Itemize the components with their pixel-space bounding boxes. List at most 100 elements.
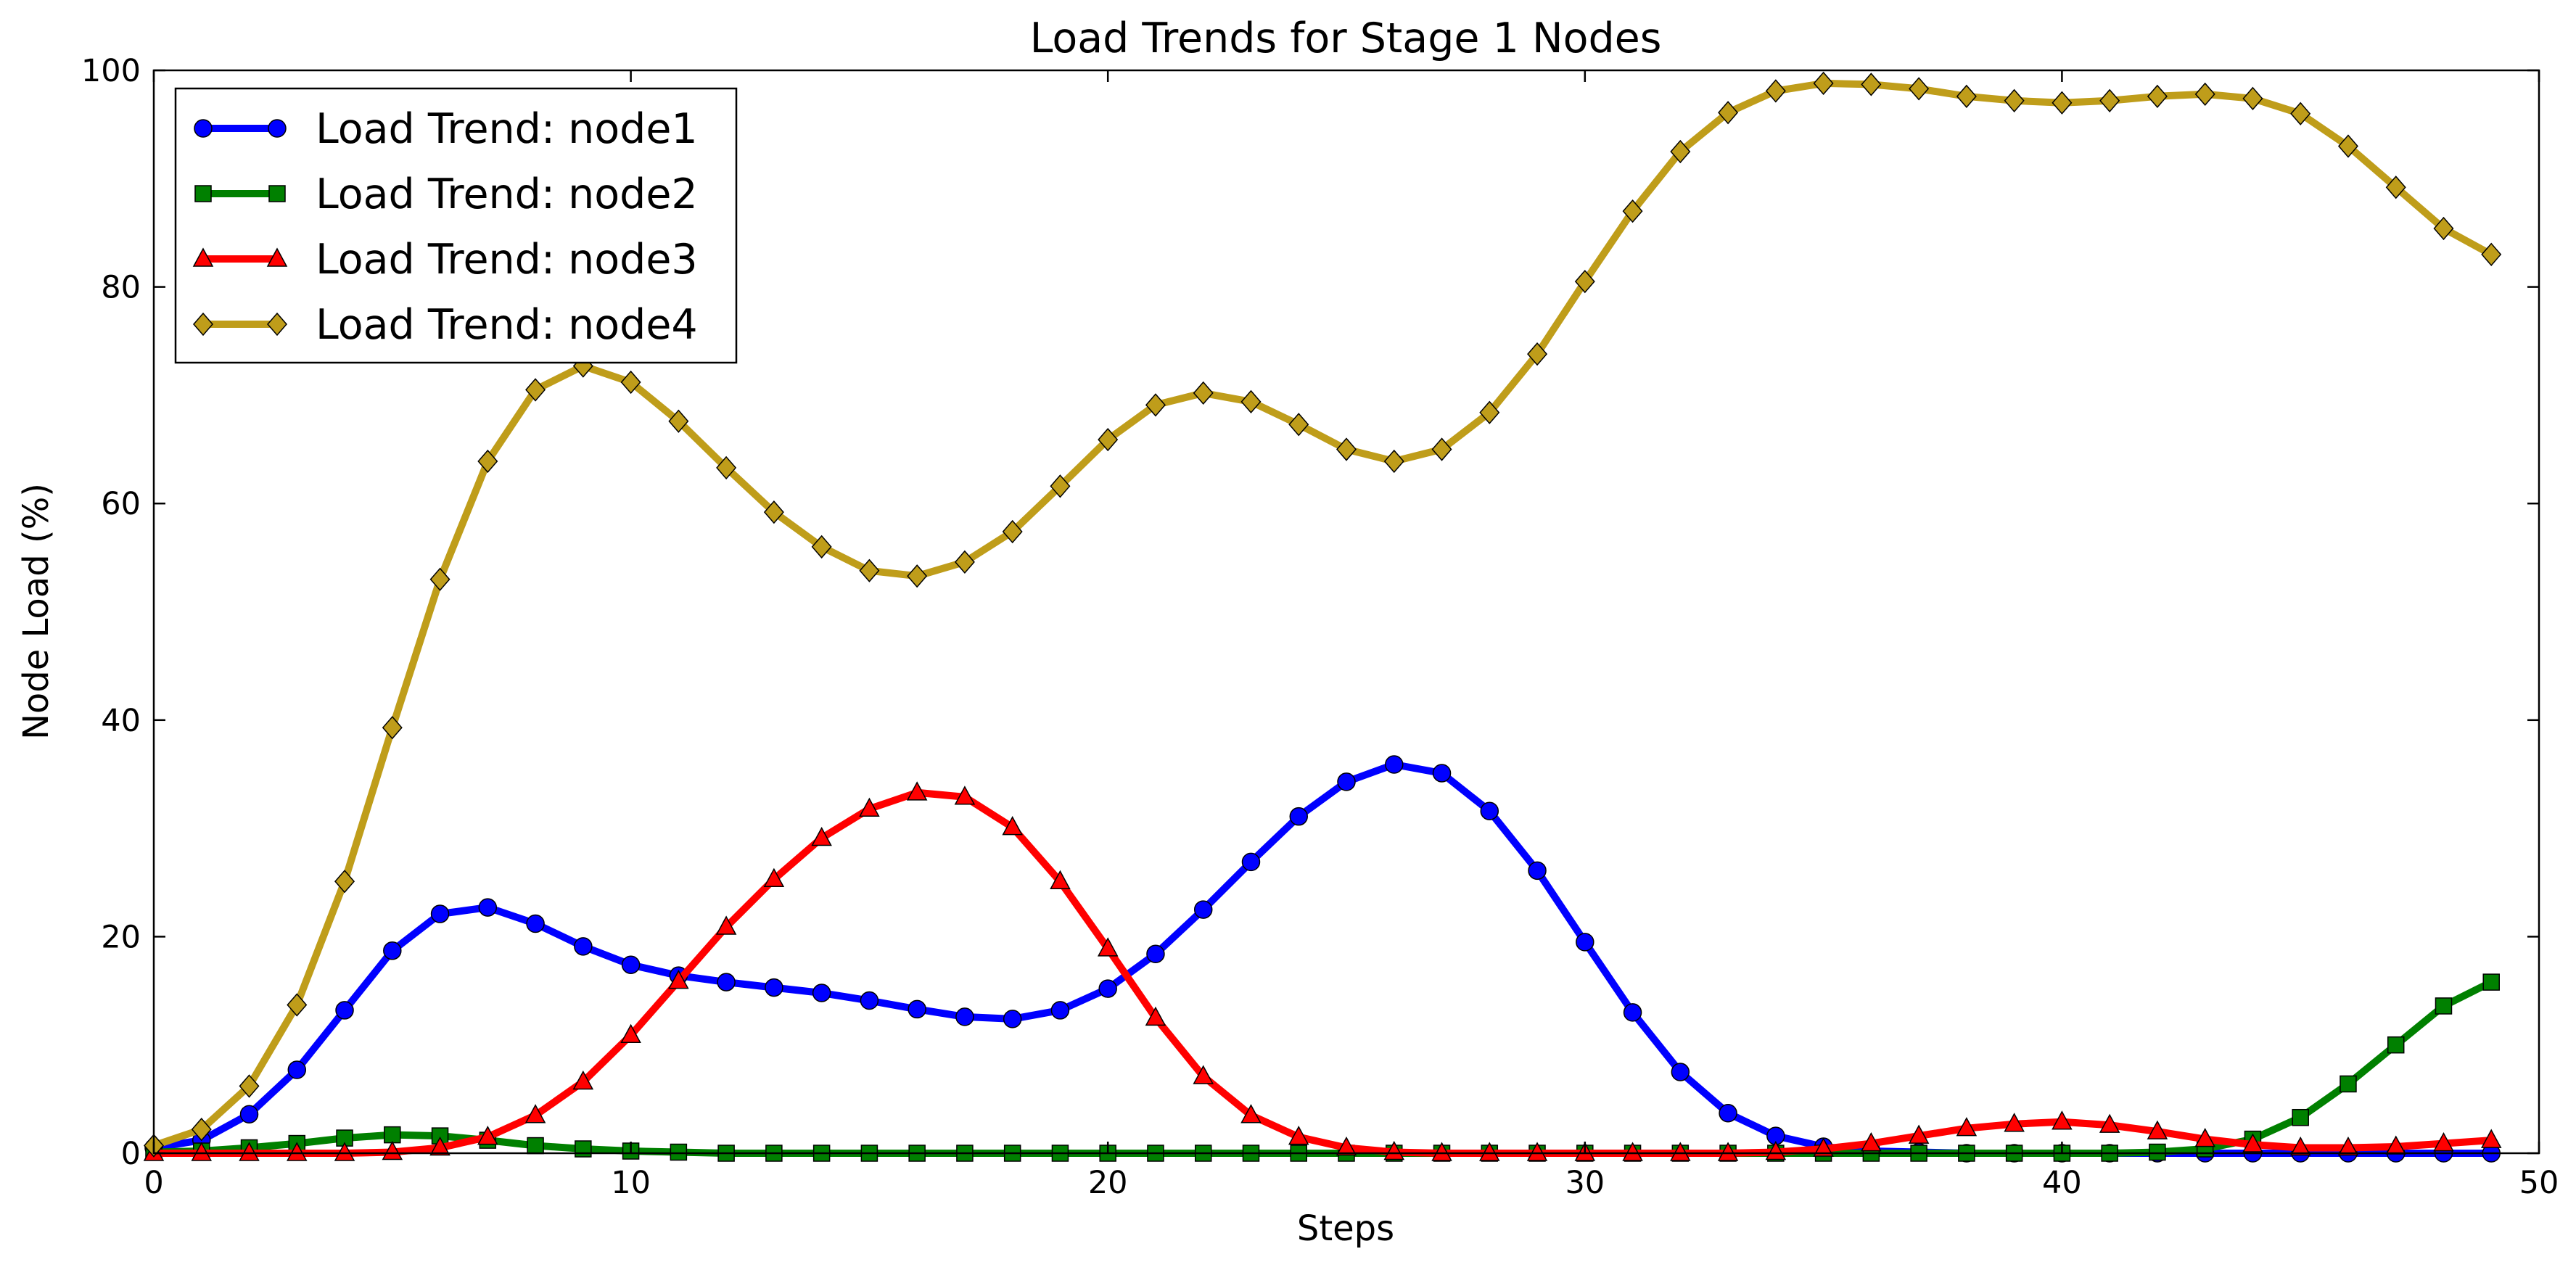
data-point (907, 564, 928, 588)
data-point (1717, 1142, 1739, 1161)
data-point (477, 1126, 498, 1145)
data-point (526, 914, 545, 933)
legend-marker (266, 247, 288, 267)
data-point (2194, 82, 2215, 106)
data-point (335, 1001, 354, 1020)
data-point (763, 867, 785, 888)
data-point (1289, 807, 1308, 826)
data-point (287, 1060, 307, 1079)
legend-item: Load Trend: node1 (194, 105, 698, 153)
data-point (2004, 1113, 2025, 1132)
x-tick-label: 30 (1565, 1165, 1605, 1201)
data-point (1288, 413, 1309, 437)
data-point (620, 1023, 641, 1044)
data-point (906, 781, 928, 801)
data-point (2435, 997, 2453, 1015)
data-point (2242, 86, 2263, 110)
legend-marker (192, 247, 214, 267)
data-point (1002, 519, 1023, 544)
data-point (1526, 1142, 1548, 1161)
legend-label: Load Trend: node1 (316, 105, 698, 153)
data-point (955, 1007, 974, 1026)
data-point (715, 915, 737, 935)
data-point (2482, 973, 2500, 991)
x-tick-label: 50 (2519, 1165, 2559, 1201)
data-point (1718, 101, 1739, 125)
data-point (1623, 1003, 1642, 1022)
data-point (2337, 134, 2358, 158)
data-point (430, 904, 450, 923)
data-point (908, 999, 926, 1019)
legend-box (174, 87, 738, 364)
data-point (1670, 139, 1691, 164)
data-point (1432, 764, 1452, 783)
data-point (1193, 381, 1214, 405)
data-point (1813, 71, 1834, 96)
data-point (2149, 1143, 2166, 1161)
data-point (2433, 216, 2454, 241)
data-point (1670, 1142, 1691, 1161)
legend-items: Load Trend: node1 Load Trend: node2 Load T… (192, 105, 698, 349)
data-point (1813, 1137, 1834, 1157)
data-point (2194, 1128, 2215, 1147)
legend-item: Load Trend: node3 (192, 236, 698, 284)
data-point (2099, 88, 2120, 112)
x-tick-label: 0 (144, 1165, 163, 1201)
data-point (811, 535, 832, 559)
data-point (954, 550, 975, 574)
data-point (621, 955, 641, 974)
legend-label: Load Trend: node4 (316, 301, 698, 349)
legend-marker (193, 312, 213, 337)
data-point (572, 1070, 594, 1090)
x-tick-label: 40 (2042, 1165, 2082, 1201)
data-point (2147, 1120, 2168, 1139)
data-point (2147, 84, 2168, 108)
data-point (668, 409, 689, 433)
legend: Load Trend: node1 Load Trend: node2 Load T… (174, 87, 738, 364)
series-4 (144, 71, 2502, 1158)
y-tick-label: 40 (101, 703, 141, 739)
legend-marker (194, 119, 213, 138)
data-point (954, 785, 976, 805)
series-3 (143, 781, 2502, 1161)
data-point (2052, 1110, 2073, 1130)
data-point (382, 1140, 403, 1160)
data-point (382, 716, 403, 740)
data-point (1576, 933, 1594, 952)
legend-marker (268, 119, 287, 138)
y-tick-label: 80 (101, 270, 141, 306)
data-point (287, 993, 308, 1017)
data-point (1908, 1124, 1930, 1144)
legend-item: Load Trend: node2 (194, 170, 698, 218)
y-axis-label: Node Load (%) (16, 483, 57, 740)
series-line (150, 761, 2495, 1157)
x-tick-label: 20 (1088, 1165, 1128, 1201)
data-point (1098, 427, 1119, 452)
data-point (384, 1126, 401, 1144)
data-point (1145, 393, 1166, 417)
data-point (478, 898, 498, 917)
chart-title: Load Trends for Stage 1 Nodes (1030, 15, 1662, 62)
data-point (1241, 852, 1261, 872)
data-point (525, 378, 546, 402)
data-point (717, 973, 736, 991)
data-point (1574, 269, 1595, 294)
data-point (334, 870, 355, 894)
data-point (1337, 772, 1356, 791)
data-point (191, 1118, 212, 1142)
data-point (1909, 77, 1930, 101)
data-point (1431, 1142, 1452, 1161)
data-point (1719, 1104, 1737, 1123)
legend-marker (268, 185, 286, 202)
x-tick-label: 10 (611, 1165, 651, 1201)
legend-marker (194, 185, 212, 202)
data-point (2433, 1131, 2454, 1152)
data-point (429, 1136, 450, 1156)
data-point (383, 941, 402, 960)
data-point (1002, 816, 1023, 836)
data-point (716, 455, 737, 480)
data-point (1003, 1010, 1022, 1028)
data-point (2290, 102, 2311, 125)
data-point (763, 500, 784, 524)
